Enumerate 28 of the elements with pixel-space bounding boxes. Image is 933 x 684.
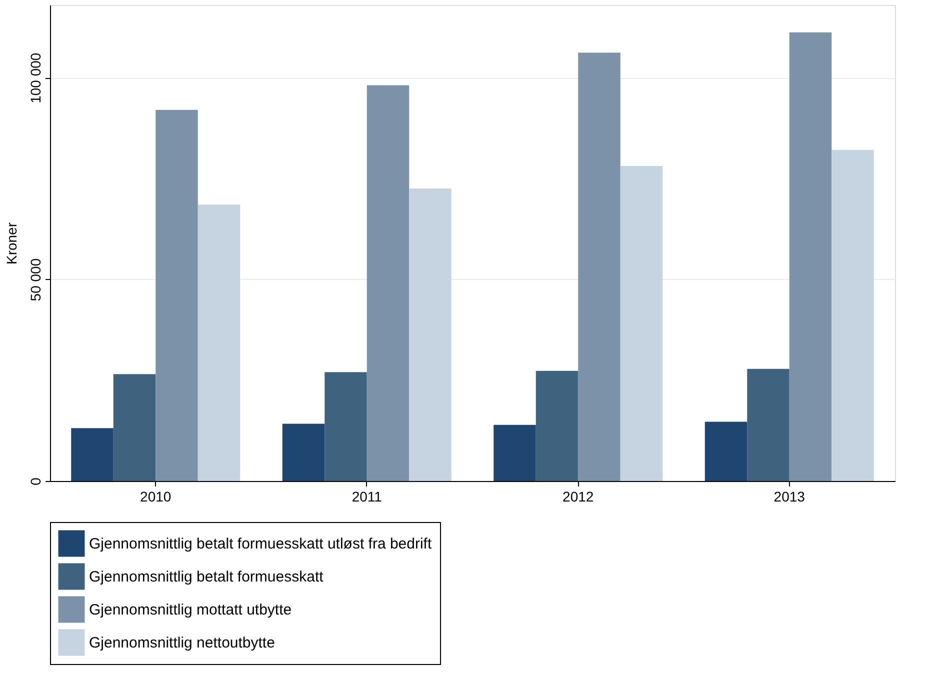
bar — [282, 424, 325, 481]
bar — [198, 204, 240, 481]
y-tick-label: 50 000 — [28, 258, 44, 302]
bar — [113, 374, 156, 481]
x-tick-label: 2010 — [140, 488, 172, 504]
legend-label: Gjennomsnittlig betalt formuesskatt — [89, 568, 324, 586]
x-tick-label: 2011 — [352, 488, 382, 504]
bar — [747, 368, 790, 481]
legend-label: Gjennomsnittlig betalt formuesskatt utløst fra bedrift — [89, 536, 432, 552]
bar — [620, 166, 663, 481]
x-tick-label: 2013 — [774, 488, 806, 504]
bar — [156, 110, 198, 481]
bar — [366, 85, 410, 481]
y-tick-label: 0 — [28, 477, 44, 486]
bar — [704, 422, 748, 481]
x-tick-label: 2012 — [562, 488, 594, 504]
bar — [324, 372, 367, 481]
bar — [409, 188, 452, 481]
legend-label: Gjennomsnittlig nettoutbytte — [89, 634, 275, 652]
bar — [71, 428, 114, 481]
bar — [536, 370, 578, 481]
bar — [789, 32, 832, 481]
legend-label: Gjennomsnittlig mottatt utbytte — [89, 602, 292, 618]
bar — [578, 52, 620, 481]
bar — [832, 150, 874, 481]
y-axis-title: Kroner — [4, 222, 20, 265]
bar — [494, 424, 536, 481]
y-tick-label: 100 000 — [28, 52, 44, 104]
